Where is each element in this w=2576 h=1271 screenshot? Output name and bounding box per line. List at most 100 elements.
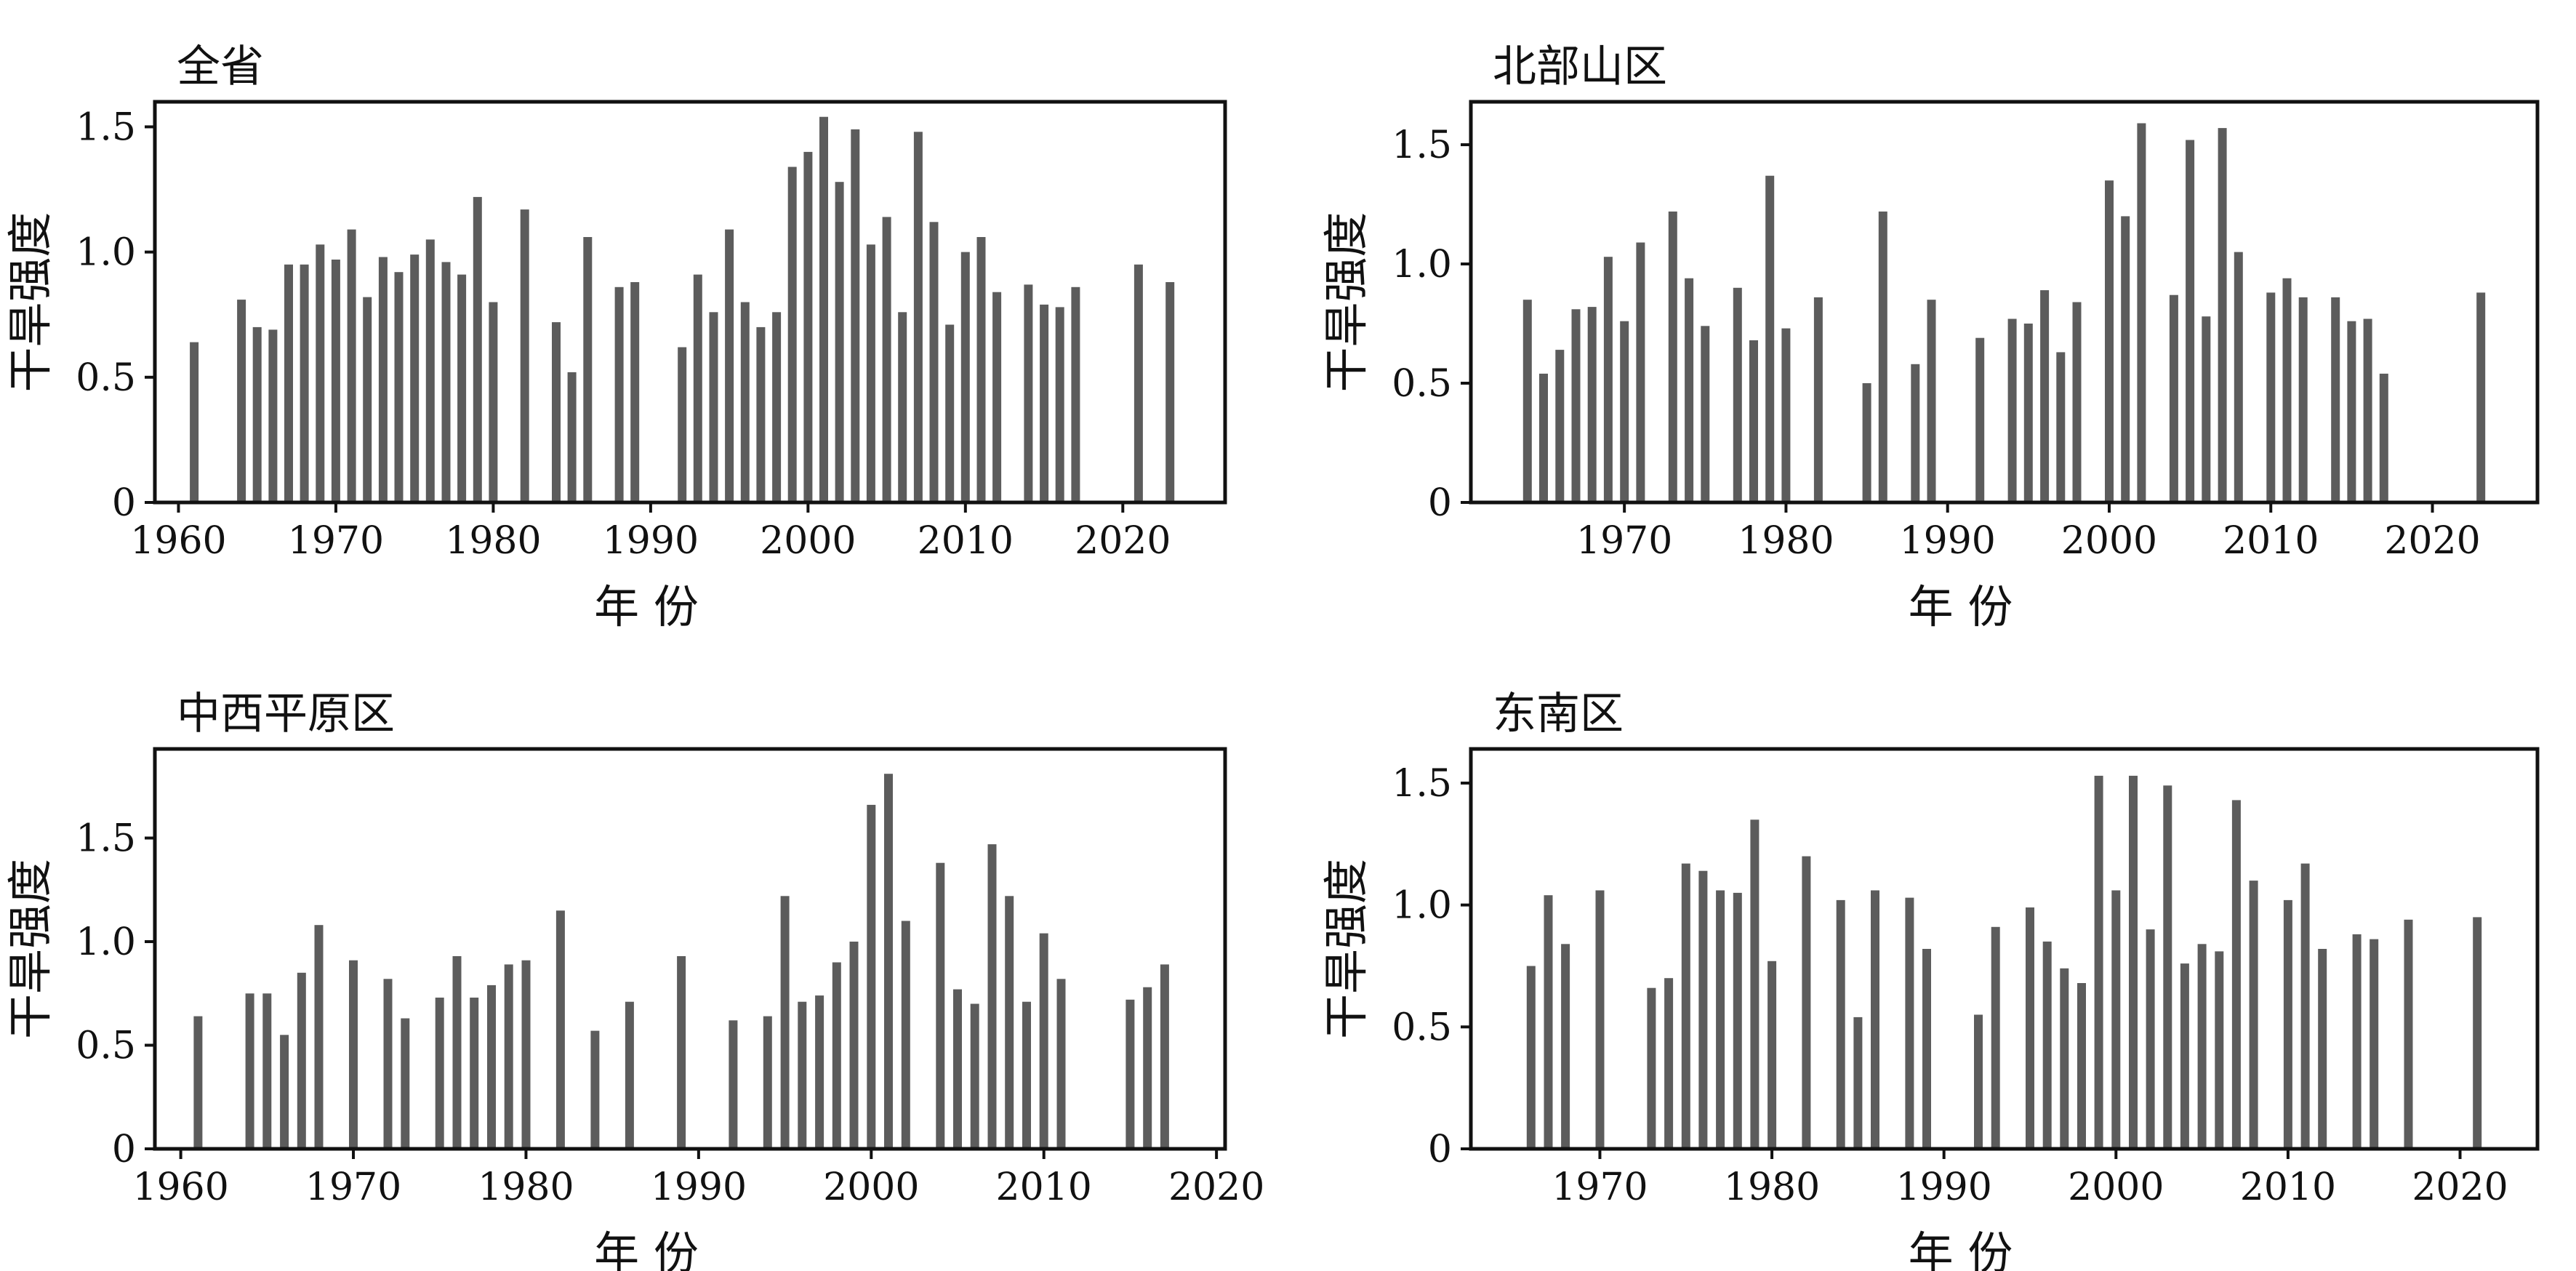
bar-1996: [2042, 941, 2052, 1149]
bar-1999: [849, 942, 859, 1149]
bar-2008: [2234, 252, 2243, 502]
chart-title: 全省: [177, 41, 264, 92]
x-tick-label-1970: 1970: [305, 1166, 401, 1209]
bar-1979: [473, 196, 482, 502]
bar-1994: [763, 1016, 772, 1149]
x-tick-label-2010: 2010: [918, 519, 1014, 563]
bar-1966: [1555, 350, 1565, 502]
bar-1972: [383, 979, 393, 1149]
y-axis-label: 干旱强度: [1320, 212, 1373, 392]
bar-1992: [1975, 337, 1985, 502]
bar-1968: [314, 925, 324, 1149]
bar-1975: [1681, 863, 1690, 1149]
bar-2005: [953, 989, 962, 1149]
y-tick-label-1.0: 1.0: [76, 231, 136, 275]
x-tick-label-1960: 1960: [130, 519, 226, 563]
bar-1965: [1539, 373, 1548, 502]
x-tick-label-1990: 1990: [603, 519, 699, 563]
y-tick-label-1.5: 1.5: [1392, 124, 1452, 167]
x-tick-label-1980: 1980: [445, 519, 541, 563]
x-tick-label-2020: 2020: [1075, 519, 1171, 563]
bar-2016: [2363, 318, 2372, 502]
bar-1985: [1862, 383, 1871, 502]
bar-1996: [740, 302, 750, 502]
bar-1997: [2060, 968, 2069, 1149]
x-tick-label-1970: 1970: [1552, 1166, 1648, 1209]
bar-1970: [349, 960, 358, 1149]
x-tick-label-1970: 1970: [288, 519, 384, 563]
bar-2015: [2347, 321, 2356, 502]
x-tick-label-1980: 1980: [1724, 1166, 1820, 1209]
bar-1967: [1544, 895, 1553, 1149]
bar-1984: [552, 322, 561, 502]
x-tick-label-1990: 1990: [1896, 1166, 1992, 1209]
bar-1966: [268, 329, 278, 502]
bar-2007: [913, 132, 923, 503]
bar-1973: [1647, 987, 1656, 1149]
bar-2007: [2231, 800, 2241, 1149]
bar-2014: [2331, 297, 2340, 502]
x-tick-label-1980: 1980: [1738, 519, 1834, 563]
bar-1986: [583, 237, 593, 502]
bar-1975: [435, 998, 444, 1149]
bar-2000: [2105, 180, 2114, 502]
bar-1964: [245, 993, 254, 1149]
y-tick-label-1.5: 1.5: [76, 817, 136, 861]
bar-2017: [1160, 964, 1169, 1149]
bar-2010: [1039, 933, 1048, 1149]
bar-2012: [992, 292, 1002, 502]
bar-2006: [2202, 316, 2211, 502]
plot-frame: [153, 747, 1227, 1151]
bar-1976: [425, 239, 435, 502]
bar-1997: [815, 995, 824, 1149]
x-tick-label-2020: 2020: [2412, 1166, 2508, 1209]
bar-2005: [2186, 140, 2195, 502]
bar-2009: [945, 324, 955, 502]
bar-1972: [363, 297, 372, 502]
bar-1995: [780, 896, 790, 1149]
y-tick-label-1.0: 1.0: [76, 921, 136, 964]
bar-1998: [772, 312, 782, 502]
bar-1992: [729, 1020, 738, 1149]
bar-1999: [787, 167, 797, 502]
y-tick-label-1.5: 1.5: [76, 105, 136, 149]
bar-1978: [487, 985, 496, 1149]
bar-1979: [1750, 819, 1760, 1149]
bar-2023: [1165, 282, 1175, 502]
y-tick-label-0.5: 0.5: [76, 356, 136, 400]
bar-2002: [2146, 929, 2155, 1149]
x-tick-label-2020: 2020: [1168, 1166, 1264, 1209]
bar-2015: [1040, 304, 1049, 502]
bar-1985: [1853, 1017, 1863, 1149]
bar-1992: [1974, 1014, 1983, 1149]
x-tick-label-2010: 2010: [996, 1166, 1092, 1209]
bar-2010: [960, 252, 970, 502]
bar-2012: [2318, 949, 2327, 1149]
bar-2011: [1056, 979, 1066, 1149]
bar-2021: [2473, 917, 2482, 1149]
bar-2008: [2249, 881, 2258, 1149]
bar-1977: [470, 998, 479, 1149]
bar-1971: [347, 229, 356, 502]
x-tick-label-2000: 2000: [2068, 1166, 2164, 1209]
x-tick-label-2000: 2000: [2061, 519, 2157, 563]
bar-2000: [867, 804, 876, 1149]
bar-1993: [693, 274, 702, 502]
y-tick-label-1.0: 1.0: [1392, 243, 1452, 286]
bar-2008: [929, 222, 939, 502]
bar-2005: [2197, 944, 2207, 1149]
bar-2004: [936, 862, 945, 1149]
bar-2017: [2379, 373, 2388, 502]
bar-1970: [1595, 890, 1605, 1149]
bar-2021: [1133, 264, 1143, 502]
x-tick-label-2010: 2010: [2240, 1166, 2336, 1209]
bar-1997: [756, 326, 766, 502]
y-axis-label: 干旱强度: [4, 859, 57, 1039]
bar-2011: [2282, 278, 2292, 502]
bar-1968: [300, 264, 309, 502]
bar-1964: [237, 300, 246, 502]
bar-1977: [1733, 287, 1742, 502]
bar-1992: [678, 347, 687, 502]
